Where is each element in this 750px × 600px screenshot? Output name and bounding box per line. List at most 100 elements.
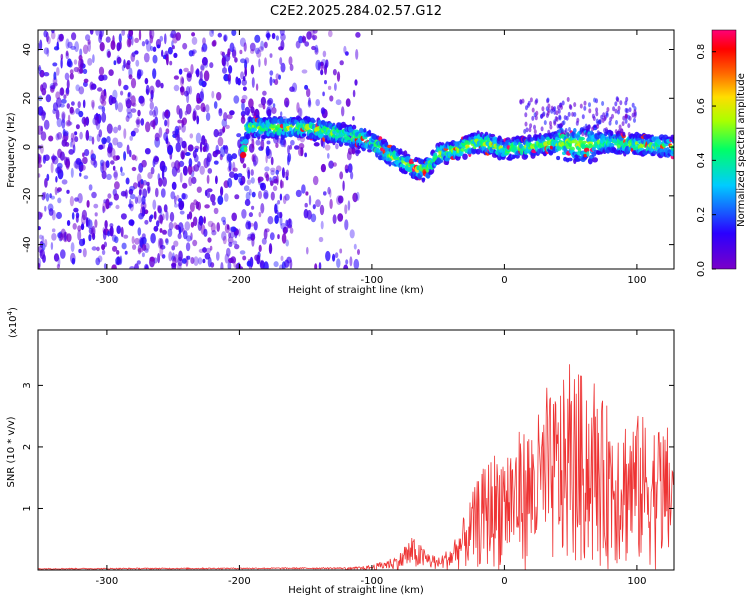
heatmap-noise-cell	[171, 166, 178, 177]
heatmap-noise-cell	[337, 195, 344, 204]
heatmap-noise-cell	[98, 129, 103, 138]
heatmap-noise-cell	[227, 261, 232, 269]
heatmap-noise-cell	[50, 195, 55, 200]
heatmap-noise-cell	[318, 262, 322, 269]
heatmap-halo-cell	[612, 106, 616, 112]
heatmap-noise-cell	[164, 119, 168, 127]
heatmap-noise-cell	[218, 108, 223, 117]
heatmap-noise-cell	[160, 82, 164, 89]
heatmap-noise-cell	[83, 175, 89, 180]
heatmap-noise-cell	[352, 116, 355, 121]
heatmap-noise-cell	[71, 257, 76, 265]
heatmap-noise-cell	[193, 256, 199, 266]
heatmap-noise-cell	[234, 244, 240, 250]
heatmap-noise-cell	[106, 173, 112, 180]
heatmap-noise-cell	[117, 102, 123, 113]
heatmap-noise-cell	[222, 67, 227, 74]
heatmap-noise-cell	[229, 110, 235, 116]
heatmap-noise-cell	[129, 193, 136, 200]
heatmap-halo-cell	[618, 124, 622, 130]
heatmap-halo-cell	[541, 106, 545, 112]
heatmap-noise-cell	[128, 74, 133, 80]
heatmap-signal-cell	[618, 139, 624, 146]
heatmap-noise-cell	[131, 35, 134, 46]
heatmap-halo-cell	[565, 115, 569, 121]
heatmap-noise-cell	[108, 95, 114, 106]
heatmap-noise-cell	[87, 219, 93, 230]
heatmap-noise-cell	[67, 114, 71, 123]
heatmap-noise-cell	[101, 244, 106, 251]
heatmap-noise-cell	[296, 102, 300, 113]
heatmap-noise-cell	[57, 257, 61, 267]
heatmap-noise-cell	[310, 213, 317, 223]
heatmap-noise-cell	[320, 69, 324, 76]
heatmap-noise-cell	[280, 255, 284, 261]
heatmap-noise-cell	[116, 42, 121, 52]
heatmap-noise-cell	[134, 196, 138, 204]
heatmap-noise-cell	[246, 166, 251, 175]
snr-y-tick-label: 3	[22, 382, 33, 388]
heatmap-noise-cell	[166, 55, 169, 66]
heatmap-noise-cell	[78, 248, 82, 254]
heatmap-noise-cell	[184, 110, 188, 116]
heatmap-noise-cell	[279, 215, 283, 226]
heatmap-noise-cell	[173, 240, 179, 247]
heatmap-noise-cell	[38, 66, 42, 75]
heatmap-noise-cell	[263, 228, 268, 240]
heatmap-noise-cell	[200, 102, 206, 113]
heatmap-signal-cell	[429, 167, 435, 175]
heatmap-noise-cell	[112, 137, 119, 146]
heatmap-halo-cell	[560, 129, 564, 135]
heatmap-noise-cell	[147, 172, 153, 179]
heatmap-noise-cell	[283, 226, 288, 235]
heatmap-noise-cell	[241, 79, 247, 86]
heatmap-noise-cell	[211, 230, 217, 236]
heatmap-noise-cell	[131, 154, 137, 161]
heatmap-noise-cell	[170, 191, 176, 200]
heatmap-noise-cell	[265, 33, 271, 39]
heatmap-noise-cell	[229, 42, 235, 53]
heatmap-noise-cell	[61, 111, 66, 120]
heatmap-noise-cell	[217, 136, 224, 147]
heatmap-noise-cell	[265, 30, 271, 39]
heatmap-noise-cell	[101, 137, 107, 145]
heatmap-noise-cell	[65, 50, 69, 57]
heatmap-noise-cell	[45, 94, 52, 103]
heatmap-noise-cell	[356, 191, 360, 201]
heatmap-noise-cell	[80, 223, 85, 231]
heatmap-noise-cell	[205, 247, 211, 254]
heatmap-noise-cell	[311, 34, 318, 41]
heatmap-noise-cell	[107, 146, 113, 154]
heatmap-noise-cell	[345, 168, 349, 174]
heatmap-noise-cell	[116, 225, 121, 234]
heatmap-noise-cell	[161, 165, 168, 173]
heatmap-noise-cell	[320, 163, 326, 173]
heatmap-halo-cell	[535, 110, 539, 116]
heatmap-noise-cell	[284, 97, 290, 108]
heatmap-noise-cell	[129, 266, 135, 269]
heatmap-noise-cell	[113, 126, 118, 134]
heatmap-signal-cell	[459, 150, 464, 156]
heatmap-noise-cell	[230, 256, 237, 264]
heatmap-noise-cell	[193, 164, 200, 172]
heatmap-noise-cell	[248, 188, 252, 196]
heatmap-noise-cell	[85, 34, 91, 41]
heatmap-noise-cell	[51, 228, 56, 233]
heatmap-noise-cell	[166, 141, 171, 151]
heatmap-noise-cell	[171, 181, 177, 190]
heatmap-halo-cell	[573, 102, 577, 108]
heatmap-noise-cell	[230, 226, 237, 232]
colorbar-gradient	[711, 29, 737, 270]
heatmap-noise-cell	[275, 142, 279, 148]
heatmap-noise-cell	[149, 97, 154, 102]
heatmap-noise-cell	[71, 101, 75, 106]
heatmap-y-tick-label: -40	[22, 236, 33, 252]
heatmap-noise-cell	[113, 60, 117, 66]
heatmap-noise-cell	[247, 233, 252, 239]
heatmap-noise-cell	[251, 191, 256, 198]
heatmap-noise-cell	[227, 177, 233, 188]
heatmap-x-tick-label: -300	[96, 275, 119, 286]
heatmap-noise-cell	[182, 258, 187, 264]
heatmap-noise-cell	[52, 102, 59, 112]
heatmap-halo-cell	[529, 97, 533, 103]
